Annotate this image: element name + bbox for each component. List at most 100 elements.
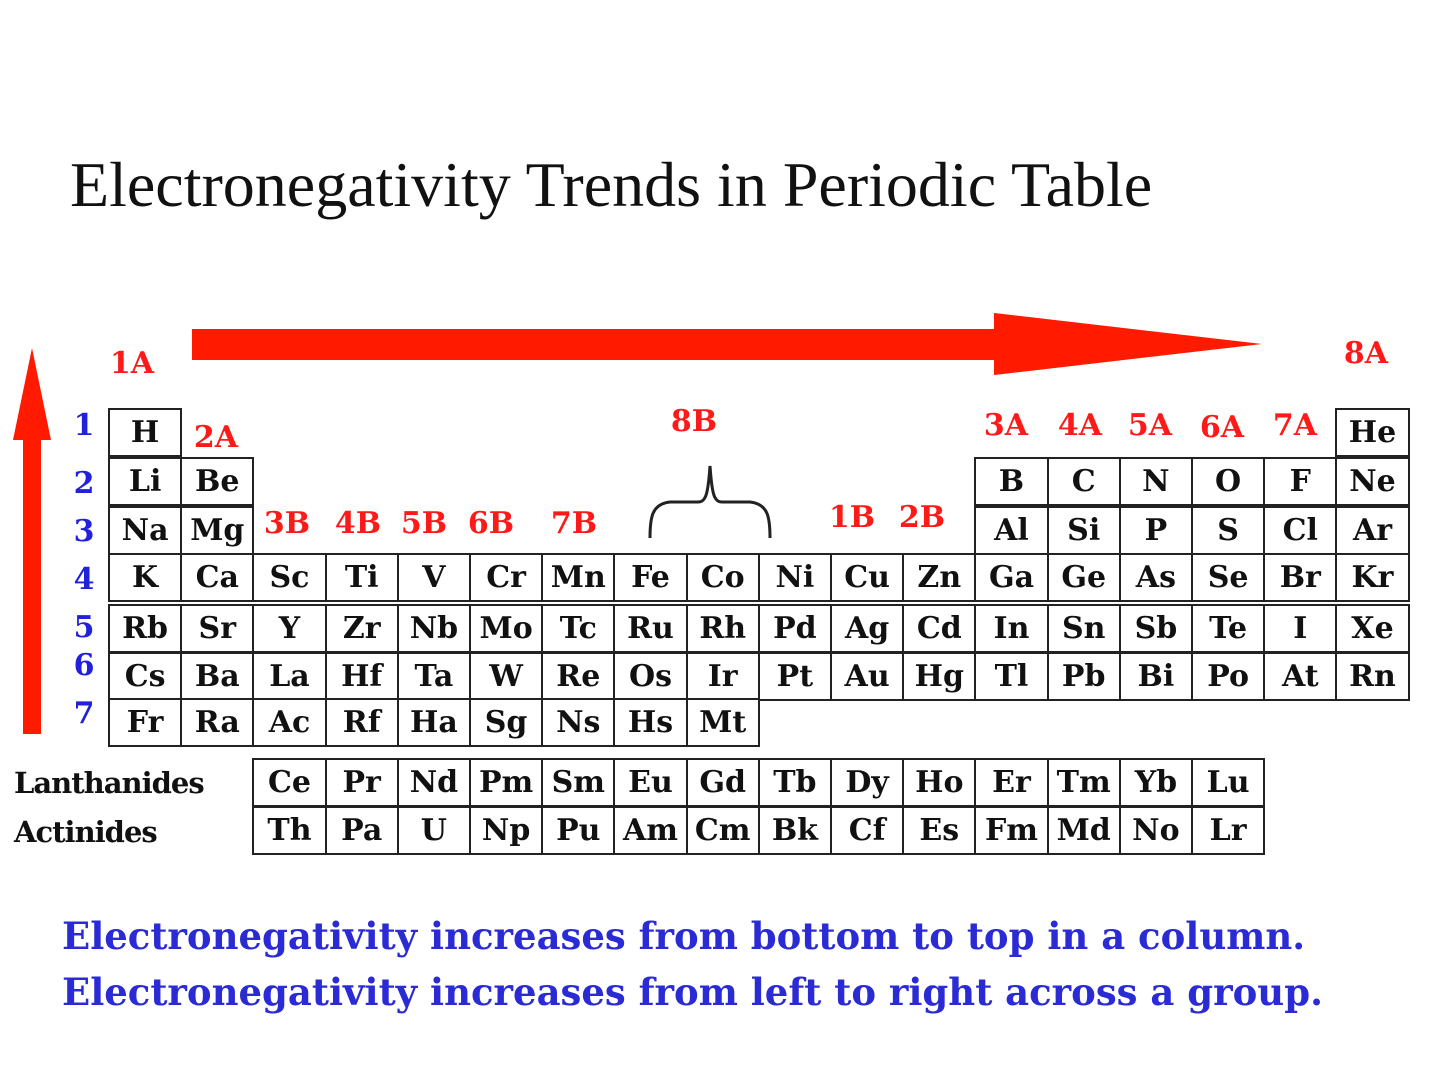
element-cell-ta: Ta (396, 652, 471, 701)
element-cell-he: He (1335, 408, 1410, 457)
actinides-label: Actinides (14, 815, 158, 849)
element-cell-mo: Mo (469, 604, 544, 653)
element-cell-er: Er (974, 758, 1049, 807)
element-cell-pa: Pa (324, 806, 399, 855)
group-label-4b: 4B (334, 506, 382, 541)
element-cell-np: Np (469, 806, 544, 855)
element-cell-p: P (1118, 506, 1193, 555)
element-cell-w: W (469, 652, 544, 701)
element-cell-ac: Ac (252, 698, 327, 747)
element-cell-cs: Cs (108, 652, 183, 701)
element-cell-rh: Rh (685, 604, 760, 653)
element-cell-pm: Pm (469, 758, 544, 807)
element-cell-hg: Hg (902, 652, 977, 701)
element-cell-pd: Pd (757, 604, 832, 653)
element-cell-br: Br (1263, 553, 1338, 602)
group-label-2b: 2B (898, 500, 946, 535)
element-cell-f: F (1263, 457, 1338, 506)
element-cell-ba: Ba (180, 652, 255, 701)
element-cell-lr: Lr (1191, 806, 1266, 855)
group-label-5b: 5B (400, 506, 448, 541)
element-cell-sg: Sg (469, 698, 544, 747)
element-cell-sr: Sr (180, 604, 255, 653)
period-label-5: 5 (73, 610, 95, 645)
element-cell-ni: Ni (757, 553, 832, 602)
element-cell-pu: Pu (541, 806, 616, 855)
element-cell-si: Si (1046, 506, 1121, 555)
element-cell-b: B (974, 457, 1049, 506)
element-cell-au: Au (830, 652, 905, 701)
element-cell-ga: Ga (974, 553, 1049, 602)
element-cell-yb: Yb (1118, 758, 1193, 807)
element-cell-hf: Hf (324, 652, 399, 701)
element-cell-la: La (252, 652, 327, 701)
element-cell-ca: Ca (180, 553, 255, 602)
group-label-7a: 7A (1272, 408, 1318, 443)
element-cell-th: Th (252, 806, 327, 855)
group-label-5a: 5A (1127, 408, 1173, 443)
element-cell-ir: Ir (685, 652, 760, 701)
element-cell-cr: Cr (469, 553, 544, 602)
page-title: Electronegativity Trends in Periodic Tab… (70, 149, 1153, 220)
element-cell-ru: Ru (613, 604, 688, 653)
statement-column-trend: Electronegativity increases from bottom … (62, 914, 1306, 958)
period-label-3: 3 (73, 514, 95, 549)
period-label-1: 1 (73, 408, 95, 443)
period-label-2: 2 (73, 466, 95, 501)
element-cell-c: C (1046, 457, 1121, 506)
element-cell-ra: Ra (180, 698, 255, 747)
element-cell-mg: Mg (180, 506, 255, 555)
element-cell-ti: Ti (324, 553, 399, 602)
element-cell-k: K (108, 553, 183, 602)
element-cell-gd: Gd (685, 758, 760, 807)
element-cell-rn: Rn (1335, 652, 1410, 701)
element-cell-tb: Tb (757, 758, 832, 807)
element-cell-ne: Ne (1335, 457, 1410, 506)
element-cell-es: Es (902, 806, 977, 855)
group-label-1a: 1A (109, 346, 155, 381)
element-cell-na: Na (108, 506, 183, 555)
group-label-3b: 3B (263, 506, 311, 541)
element-cell-cf: Cf (830, 806, 905, 855)
element-cell-in: In (974, 604, 1049, 653)
element-cell-eu: Eu (613, 758, 688, 807)
element-cell-as: As (1118, 553, 1193, 602)
element-cell-os: Os (613, 652, 688, 701)
period-label-7: 7 (73, 696, 95, 731)
element-cell-re: Re (541, 652, 616, 701)
element-cell-nd: Nd (396, 758, 471, 807)
element-cell-li: Li (108, 457, 183, 506)
element-cell-cl: Cl (1263, 506, 1338, 555)
element-cell-nb: Nb (396, 604, 471, 653)
element-cell-tc: Tc (541, 604, 616, 653)
period-label-4: 4 (73, 562, 95, 597)
element-cell-rb: Rb (108, 604, 183, 653)
element-cell-bi: Bi (1118, 652, 1193, 701)
element-cell-md: Md (1046, 806, 1121, 855)
group-label-4a: 4A (1057, 408, 1103, 443)
element-cell-cd: Cd (902, 604, 977, 653)
element-cell-cu: Cu (830, 553, 905, 602)
element-cell-u: U (396, 806, 471, 855)
element-cell-fm: Fm (974, 806, 1049, 855)
element-cell-tl: Tl (974, 652, 1049, 701)
element-cell-v: V (396, 553, 471, 602)
element-cell-am: Am (613, 806, 688, 855)
element-cell-fe: Fe (613, 553, 688, 602)
element-cell-sb: Sb (1118, 604, 1193, 653)
element-cell-rf: Rf (324, 698, 399, 747)
element-cell-hs: Hs (613, 698, 688, 747)
element-cell-mn: Mn (541, 553, 616, 602)
element-cell-sm: Sm (541, 758, 616, 807)
element-cell-pb: Pb (1046, 652, 1121, 701)
group-label-6a: 6A (1199, 410, 1245, 445)
group-label-7b: 7B (550, 506, 598, 541)
element-cell-at: At (1263, 652, 1338, 701)
group-label-8a: 8A (1343, 336, 1389, 371)
group-label-3a: 3A (983, 408, 1029, 443)
element-cell-co: Co (685, 553, 760, 602)
element-cell-ha: Ha (396, 698, 471, 747)
right-arrow-shape (192, 313, 1262, 375)
element-cell-cm: Cm (685, 806, 760, 855)
element-cell-al: Al (974, 506, 1049, 555)
